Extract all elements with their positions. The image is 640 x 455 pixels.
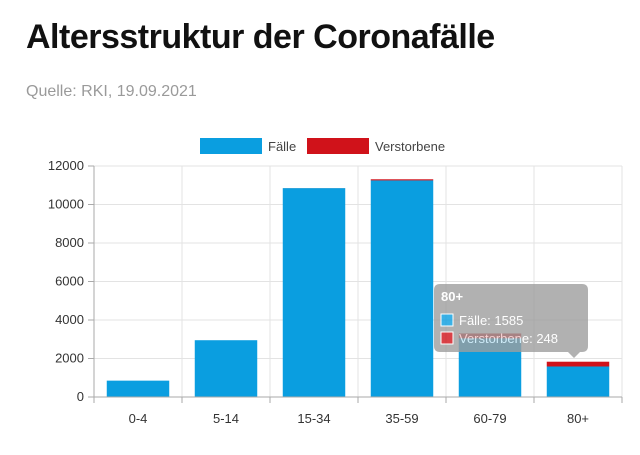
y-tick-label: 2000 [55,351,84,366]
y-tick-label: 0 [77,389,84,404]
y-tick-label: 4000 [55,312,84,327]
tooltip: 80+ Fälle: 1585 Verstorbene: 248 [434,284,588,358]
tooltip-verstorbene-label: Verstorbene: 248 [459,331,558,346]
y-tick-label: 8000 [55,235,84,250]
grid-layer [93,165,623,398]
y-tick-label: 12000 [48,158,84,173]
legend-swatch-faelle[interactable] [200,138,262,154]
bar-faelle-80+[interactable] [546,366,610,397]
bar-verstorbene-35-59[interactable] [370,179,434,181]
legend[interactable]: Fälle Verstorbene [200,138,445,154]
bar-faelle-35-59[interactable] [370,180,434,397]
y-tick-label: 6000 [55,274,84,289]
page-title: Altersstruktur der Coronafälle [26,18,495,56]
x-tick-label: 80+ [567,411,589,426]
bar-faelle-0-4[interactable] [106,380,170,397]
tooltip-title: 80+ [441,289,463,304]
bar-verstorbene-80+[interactable] [546,361,610,367]
x-tick-label: 5-14 [213,411,239,426]
tooltip-faelle-label: Fälle: 1585 [459,313,523,328]
bar-faelle-15-34[interactable] [282,188,346,397]
x-tick-label: 60-79 [473,411,506,426]
tooltip-swatch-verstorbene [440,331,454,345]
x-tick-label: 35-59 [385,411,418,426]
legend-label-faelle[interactable]: Fälle [268,139,296,154]
tooltip-swatch-faelle [440,313,454,327]
source-note: Quelle: RKI, 19.09.2021 [26,83,197,100]
tooltip-box [434,284,588,358]
y-tick-label: 10000 [48,197,84,212]
x-tick-label: 0-4 [129,411,148,426]
bar-faelle-5-14[interactable] [194,340,258,397]
legend-label-verstorbene[interactable]: Verstorbene [375,139,445,154]
legend-swatch-verstorbene[interactable] [307,138,369,154]
x-tick-label: 15-34 [297,411,330,426]
axis-layer: 0 2000 4000 6000 8000 10000 12000 0-4 5-14 15-34 3… [48,158,623,426]
